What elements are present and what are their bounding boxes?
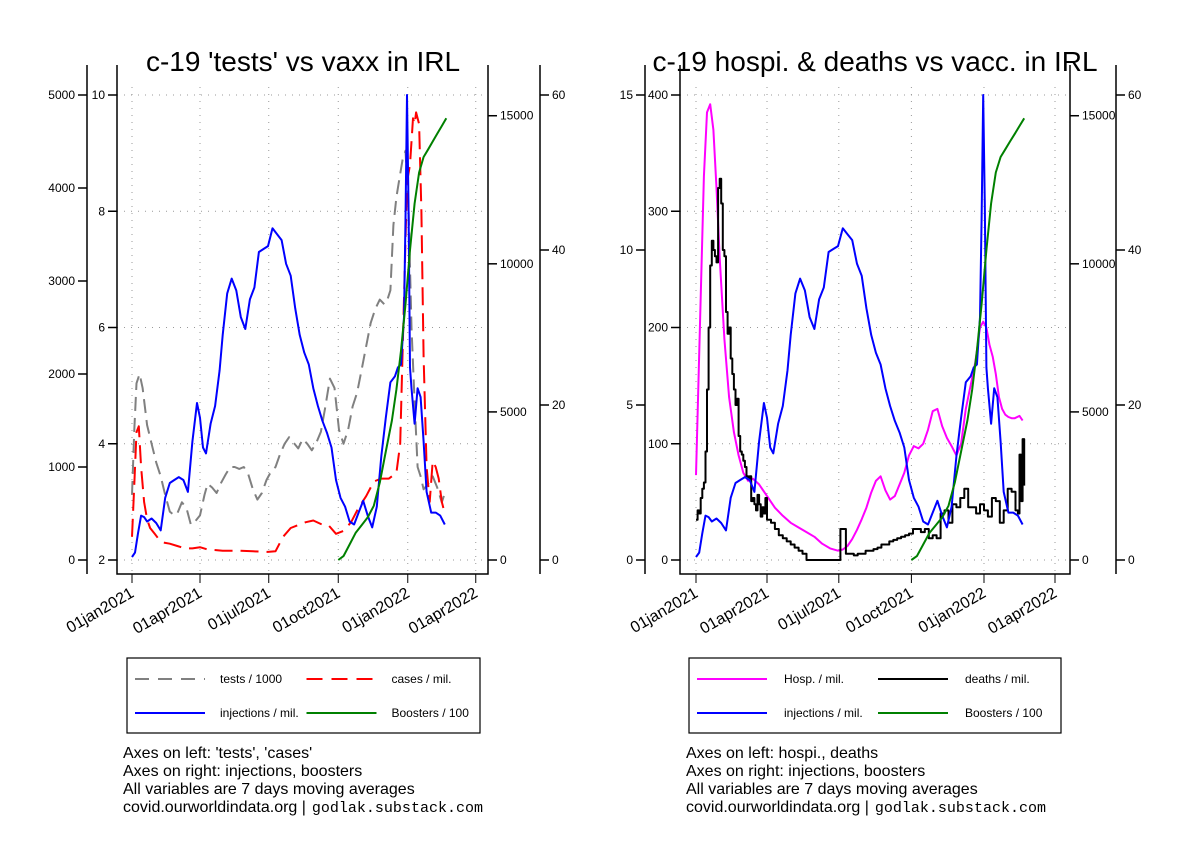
y-tick-label: 100 (648, 437, 668, 451)
legend-label: cases / mil. (392, 672, 452, 686)
y-axis-right-outer: 0 20 40 60 (1115, 65, 1142, 574)
y-tick-label: 0 (1082, 553, 1089, 567)
y-axis-right-inner: 0 5000 10000 15000 (1070, 109, 1116, 567)
x-tick-label: 01jul2021 (775, 585, 844, 634)
series-line-injections (695, 94, 1024, 558)
x-tick-label: 01jan2022 (916, 585, 989, 637)
legend-label: Boosters / 100 (965, 706, 1043, 720)
chart-title: c-19 hospi. & deaths vs vacc. in IRL (652, 46, 1097, 77)
series-line-cases (131, 111, 446, 553)
gridlines (117, 87, 488, 574)
y-axis-left-inner: 0 100 200 300 400 (648, 88, 680, 567)
y-tick-label: 2 (98, 553, 105, 567)
x-tick-label: 01oct2021 (270, 585, 343, 637)
y-tick-label: 3000 (48, 274, 75, 288)
y-tick-label: 400 (648, 88, 668, 102)
note-line: All variables are 7 days moving averages (123, 781, 415, 798)
legend: tests / 1000 cases / mil. injections / mil… (126, 657, 481, 734)
note-line: All variables are 7 days moving averages (686, 781, 978, 798)
series-line-deaths (696, 177, 1026, 561)
y-tick-label: 8 (98, 204, 105, 218)
note-source: covid.ourworldindata.org | (123, 799, 306, 816)
y-tick-label: 0 (500, 553, 507, 567)
plot-frame (679, 65, 1071, 575)
legend-label: Hosp. / mil. (784, 672, 844, 686)
series-line-tests (131, 149, 446, 526)
x-tick-label: 01apr2022 (406, 585, 481, 638)
y-axis-left-outer: 0 1000 2000 3000 4000 5000 (48, 65, 88, 574)
legend-label: deaths / mil. (965, 672, 1030, 686)
x-tick-label: 01jan2022 (340, 585, 413, 637)
y-tick-label: 5000 (500, 405, 527, 419)
y-tick-label: 4000 (48, 181, 75, 195)
note-line: Axes on right: injections, boosters (123, 763, 363, 780)
y-tick-label: 200 (648, 321, 668, 335)
note-source: covid.ourworldindata.org | (686, 799, 869, 816)
series-line-boosters (910, 117, 1026, 561)
y-tick-label: 6 (98, 321, 105, 335)
y-tick-label: 15000 (500, 109, 534, 123)
y-axis-right-outer: 0 20 40 60 (539, 65, 566, 574)
plot-frame (116, 65, 489, 575)
legend-box (126, 657, 481, 734)
legend-label: injections / mil. (220, 706, 299, 720)
x-tick-label: 01apr2022 (985, 585, 1060, 638)
series-line-injections (131, 94, 446, 558)
y-axis-right-inner: 0 5000 10000 15000 (488, 109, 534, 567)
chart-panel-2: c-19 hospi. & deaths vs vacc. in IRL 01ja… (620, 46, 1142, 734)
note-line: Axes on right: injections, boosters (686, 763, 926, 780)
y-axis-left-outer: 0 5 10 15 (620, 65, 646, 574)
legend-box (688, 657, 1062, 734)
x-tick-label: 01oct2021 (843, 585, 916, 637)
y-tick-label: 60 (552, 88, 566, 102)
legend-label: tests / 1000 (220, 672, 282, 686)
y-tick-label: 0 (661, 553, 668, 567)
y-axis-left-inner: 2 4 6 8 10 (92, 88, 117, 567)
y-tick-label: 60 (1128, 88, 1142, 102)
gridlines (680, 87, 1070, 574)
y-tick-label: 0 (68, 553, 75, 567)
y-tick-label: 5000 (1082, 405, 1109, 419)
note-line: Axes on left: hospi., deaths (686, 745, 879, 762)
x-tick-label: 01apr2021 (130, 585, 205, 638)
series-line-boosters (337, 117, 448, 561)
y-tick-label: 0 (626, 553, 633, 567)
notes-right: Axes on left: hospi., deaths Axes on rig… (686, 745, 1046, 818)
notes-left: Axes on left: 'tests', 'cases' Axes on r… (123, 745, 483, 818)
y-tick-label: 0 (1128, 553, 1135, 567)
y-tick-label: 40 (552, 243, 566, 257)
y-tick-label: 40 (1128, 243, 1142, 257)
y-tick-label: 20 (552, 398, 566, 412)
y-tick-label: 300 (648, 204, 668, 218)
legend: Hosp. / mil. deaths / mil. injections / mi… (688, 657, 1062, 734)
y-tick-label: 5000 (48, 88, 75, 102)
y-tick-label: 10 (620, 243, 634, 257)
x-tick-label: 01jan2021 (628, 585, 701, 637)
y-tick-label: 15 (620, 88, 634, 102)
chart-title: c-19 'tests' vs vaxx in IRL (146, 46, 460, 77)
x-tick-label: 01apr2021 (697, 585, 772, 638)
y-tick-label: 10000 (1082, 257, 1116, 271)
legend-label: Boosters / 100 (392, 706, 470, 720)
note-line: Axes on left: 'tests', 'cases' (123, 745, 313, 762)
legend-label: injections / mil. (784, 706, 863, 720)
note-site: godlak.substack.com (311, 800, 483, 817)
y-tick-label: 10 (92, 88, 106, 102)
y-tick-label: 10000 (500, 257, 534, 271)
y-tick-label: 15000 (1082, 109, 1116, 123)
x-tick-label: 01jul2021 (205, 585, 274, 634)
chart-panel-1: c-19 'tests' vs vaxx in IRL01jan202101ap… (48, 46, 566, 734)
series-line-hosp (695, 103, 1024, 552)
y-tick-label: 1000 (48, 460, 75, 474)
note-site: godlak.substack.com (874, 800, 1046, 817)
y-tick-label: 4 (98, 437, 105, 451)
y-tick-label: 5 (626, 398, 633, 412)
y-tick-label: 2000 (48, 367, 75, 381)
y-tick-label: 20 (1128, 398, 1142, 412)
y-tick-label: 0 (552, 553, 559, 567)
x-tick-label: 01jan2021 (64, 585, 137, 637)
